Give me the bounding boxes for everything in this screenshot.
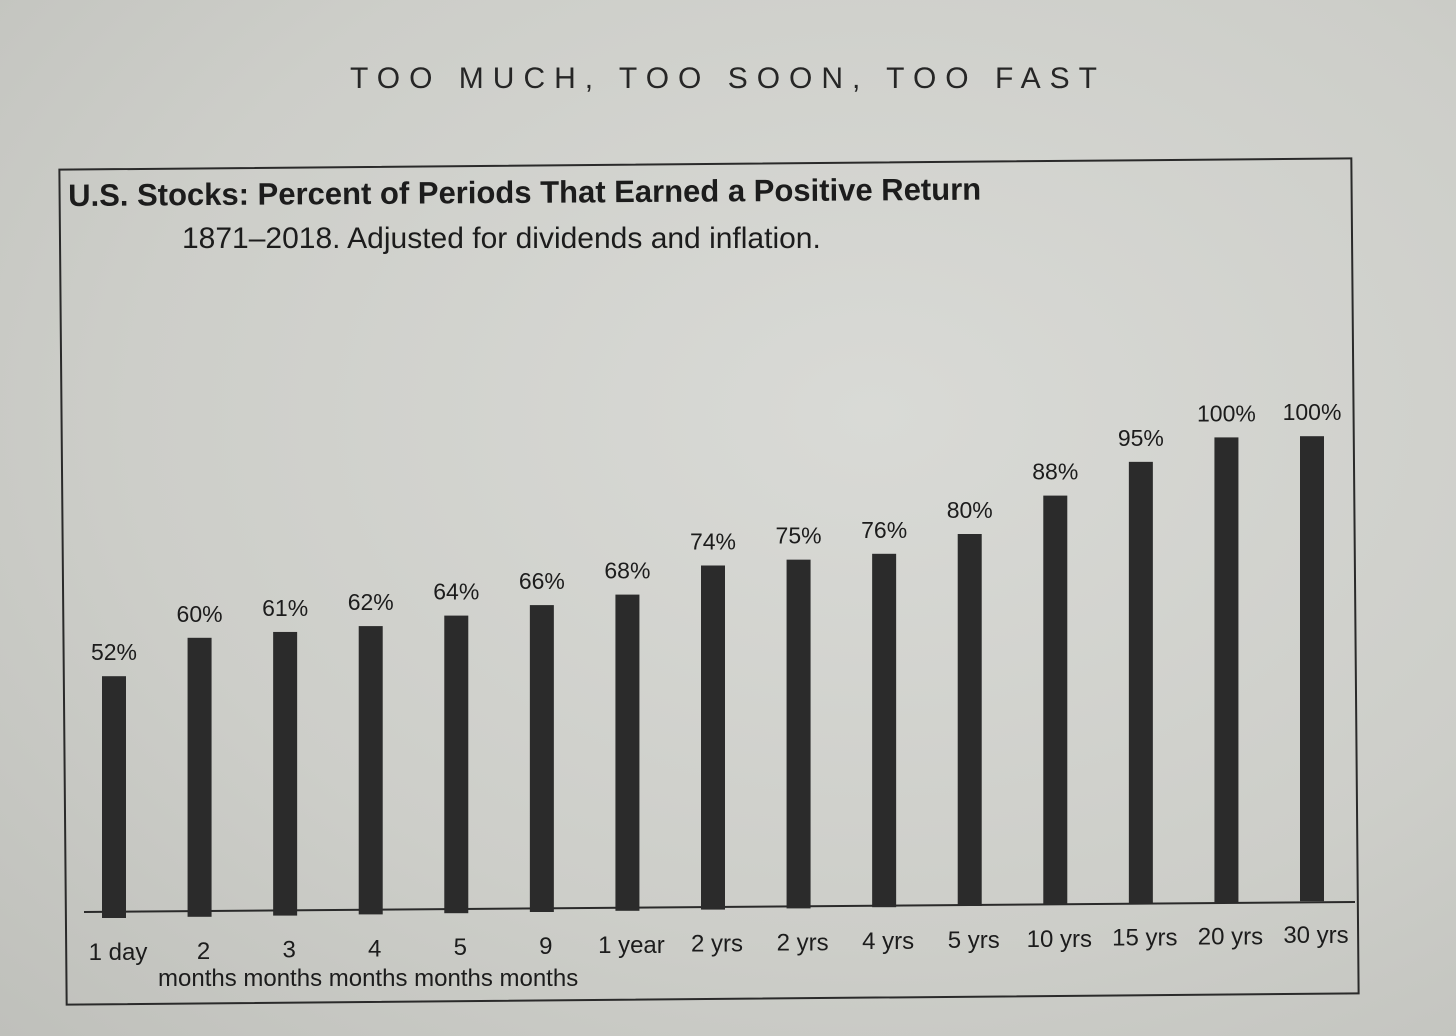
bar	[1043, 495, 1068, 905]
category-label: 3	[282, 937, 295, 964]
bar	[529, 605, 554, 912]
bar	[957, 534, 982, 906]
value-label: 68%	[604, 558, 650, 584]
months-group-label: months months months months months	[158, 965, 578, 992]
category-label: 9	[539, 933, 552, 960]
category-label: 2	[197, 938, 210, 965]
value-label: 100%	[1197, 400, 1256, 426]
value-label: 100%	[1283, 399, 1342, 425]
chart-subtitle: 1871–2018. Adjusted for dividends and in…	[182, 222, 821, 255]
bar	[358, 626, 383, 915]
bar	[1214, 437, 1239, 903]
category-label: 2 yrs	[691, 931, 743, 958]
value-label: 74%	[690, 529, 736, 555]
category-label: 1 day	[89, 939, 148, 966]
category-label: 20 yrs	[1198, 923, 1263, 950]
value-label: 76%	[861, 517, 907, 543]
category-label: 1 year	[598, 932, 665, 959]
value-label: 80%	[947, 497, 993, 523]
category-label: 5 yrs	[948, 927, 1000, 954]
value-label: 64%	[433, 579, 479, 605]
category-label: 2 yrs	[777, 929, 829, 956]
bar	[444, 615, 469, 914]
value-label: 61%	[262, 595, 308, 621]
bar	[786, 559, 811, 909]
category-label: 30 yrs	[1283, 922, 1348, 949]
running-head: TOO MUCH, TOO SOON, TOO FAST	[350, 62, 1106, 95]
bar	[615, 594, 640, 911]
category-label: 10 yrs	[1027, 926, 1092, 953]
value-label: 88%	[1032, 459, 1078, 485]
value-label: 75%	[776, 523, 822, 549]
bar	[273, 631, 298, 916]
category-label: 4 yrs	[862, 928, 914, 955]
bar	[701, 565, 725, 910]
category-label: 5	[454, 934, 467, 961]
bar	[102, 676, 126, 918]
bar	[1128, 461, 1153, 904]
value-label: 95%	[1118, 425, 1164, 451]
value-label: 66%	[519, 568, 565, 594]
category-label: 15 yrs	[1112, 925, 1177, 952]
value-label: 62%	[348, 589, 394, 615]
category-label: 4	[368, 935, 381, 962]
value-label: 60%	[177, 601, 223, 627]
bar	[187, 637, 212, 917]
bar	[872, 553, 897, 908]
bar	[1300, 436, 1324, 902]
value-label: 52%	[91, 639, 137, 665]
